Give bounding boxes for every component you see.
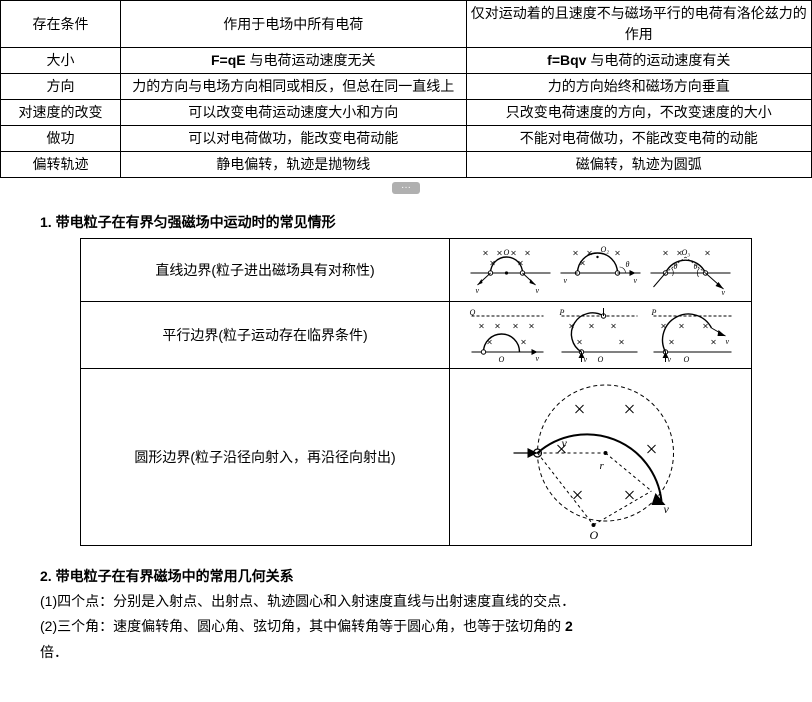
formula: f=Bqv [547,52,586,68]
svg-text:θ: θ [626,260,630,269]
formula: F=qE [211,52,246,68]
cell: 力的方向始终和磁场方向垂直 [466,74,812,100]
cell: 不能对电荷做功，不能改变电荷的动能 [466,126,812,152]
text: 与电荷的运动速度有关 [586,52,730,68]
svg-text:v: v [722,288,726,297]
point-3: 倍． [40,640,812,665]
cell: 静电偏转，轨迹是抛物线 [121,152,467,178]
point-1: (1)四个点：分别是入射点、出射点、轨迹圆心和入射速度直线与出射速度直线的交点． [40,589,812,614]
svg-text:v: v [668,355,672,364]
cell: 只改变电荷速度的方向，不改变速度的大小 [466,100,812,126]
bold-number: 2 [565,618,573,634]
svg-text:θ: θ [674,262,678,271]
svg-text:O: O [684,355,690,364]
table-row: 方向 力的方向与电场方向相同或相反，但总在同一直线上 力的方向始终和磁场方向垂直 [1,74,812,100]
table-row: 做功 可以对电荷做功，能改变电荷动能 不能对电荷做功，不能改变电荷的动能 [1,126,812,152]
table-row: 圆形边界(粒子沿径向射入，再沿径向射出) [81,369,752,546]
svg-text:v: v [726,337,730,346]
svg-text:P: P [651,308,657,317]
boundary-label: 圆形边界(粒子沿径向射入，再沿径向射出) [81,369,450,546]
svg-text:v: v [536,286,540,295]
svg-text:v: v [584,355,588,364]
drag-handle-icon[interactable]: ··· [392,182,420,194]
row-label: 存在条件 [1,1,121,48]
svg-text:v: v [664,502,670,516]
table-row: 直线边界(粒子进出磁场具有对称性) [81,239,752,302]
svg-text:O: O [590,528,599,541]
table-row: 大小 F=qE 与电荷运动速度无关 f=Bqv 与电荷的运动速度有关 [1,48,812,74]
diagram-cell-circular: r v O [450,369,752,546]
cell: 可以改变电荷运动速度大小和方向 [121,100,467,126]
table-row: 存在条件 作用于电场中所有电荷 仅对运动着的且速度不与磁场平行的电荷有洛伦兹力的… [1,1,812,48]
svg-text:v: v [564,276,568,285]
svg-text:O: O [499,355,505,364]
section-heading-1: 1. 带电粒子在有界匀强磁场中运动时的常见情形 [40,212,812,232]
svg-text:v: v [536,354,540,363]
cell: 力的方向与电场方向相同或相反，但总在同一直线上 [121,74,467,100]
straight-boundary-diagram: O v v [454,243,747,297]
boundary-label: 直线边界(粒子进出磁场具有对称性) [81,239,450,302]
diagram-cell-parallel: Q O v [450,302,752,369]
cell: 可以对电荷做功，能改变电荷动能 [121,126,467,152]
cell: F=qE 与电荷运动速度无关 [121,48,467,74]
parallel-boundary-diagram: Q O v [454,306,747,364]
svg-text:v: v [476,286,480,295]
row-label: 偏转轨迹 [1,152,121,178]
cell: 作用于电场中所有电荷 [121,1,467,48]
section-heading-2: 2. 带电粒子在有界磁场中的常用几何关系 [40,564,812,589]
row-label: 做功 [1,126,121,152]
cell: 仅对运动着的且速度不与磁场平行的电荷有洛伦兹力的作用 [466,1,812,48]
svg-text:O₃: O₃ [682,248,691,257]
table-row: 平行边界(粒子运动存在临界条件) [81,302,752,369]
comparison-table: 存在条件 作用于电场中所有电荷 仅对运动着的且速度不与磁场平行的电荷有洛伦兹力的… [0,0,812,178]
svg-text:O₂: O₂ [601,245,610,254]
svg-text:O: O [504,248,510,257]
boundary-table: 直线边界(粒子进出磁场具有对称性) [80,238,752,546]
cell: f=Bqv 与电荷的运动速度有关 [466,48,812,74]
svg-text:v: v [634,276,638,285]
text: 与电荷运动速度无关 [246,52,376,68]
row-label: 方向 [1,74,121,100]
diagram-cell-straight: O v v [450,239,752,302]
table-row: 对速度的改变 可以改变电荷运动速度大小和方向 只改变电荷速度的方向，不改变速度的… [1,100,812,126]
text: (2)三个角：速度偏转角、圆心角、弦切角，其中偏转角等于圆心角，也等于弦切角的 [40,618,565,634]
point-2: (2)三个角：速度偏转角、圆心角、弦切角，其中偏转角等于圆心角，也等于弦切角的 … [40,614,812,639]
circular-boundary-diagram: r v O [454,373,747,541]
drag-handle-container: ··· [0,177,812,194]
cell: 磁偏转，轨迹为圆弧 [466,152,812,178]
svg-text:P: P [559,308,565,317]
boundary-label: 平行边界(粒子运动存在临界条件) [81,302,450,369]
row-label: 对速度的改变 [1,100,121,126]
svg-text:θ: θ [694,262,698,271]
svg-text:Q: Q [470,308,476,317]
svg-text:O: O [598,355,604,364]
svg-text:r: r [600,460,605,472]
row-label: 大小 [1,48,121,74]
table-row: 偏转轨迹 静电偏转，轨迹是抛物线 磁偏转，轨迹为圆弧 [1,152,812,178]
